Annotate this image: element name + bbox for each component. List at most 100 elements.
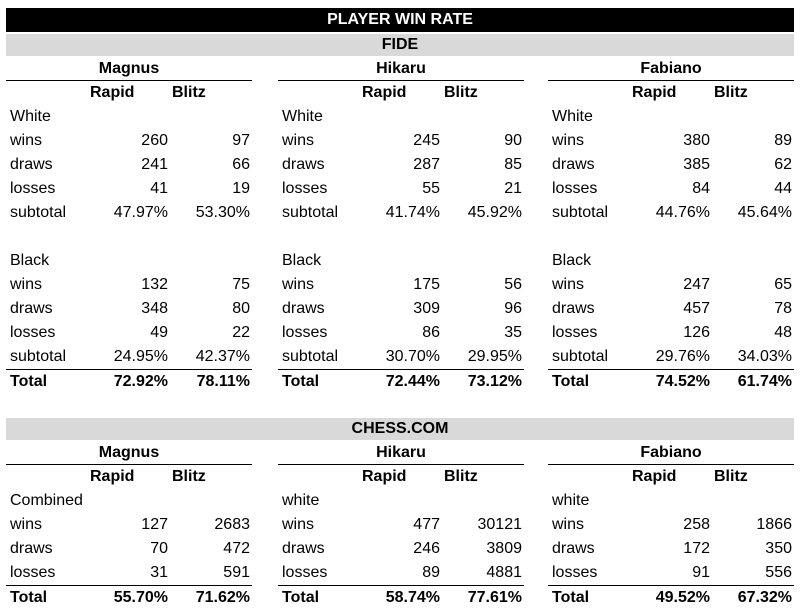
- fide-player-block: Magnus Rapid Blitz White wins 260 97 draws 241 66…: [6, 58, 252, 394]
- row-label: draws: [552, 300, 595, 317]
- rapid-value: 74.52%: [655, 373, 710, 390]
- stat-row: wins 127 2683: [6, 513, 252, 537]
- stat-row: losses 126 48: [548, 321, 794, 345]
- stat-row: losses 86 35: [278, 321, 524, 345]
- stat-row: losses 89 4881: [278, 561, 524, 585]
- rapid-value: 41.74%: [385, 204, 440, 221]
- blitz-value: 80: [232, 300, 250, 317]
- row-label: subtotal: [10, 204, 67, 221]
- rapid-value: 348: [141, 300, 168, 317]
- row-label: wins: [282, 276, 315, 293]
- row-label: losses: [282, 324, 328, 341]
- blitz-value: 48: [774, 324, 792, 341]
- white-group-label: White: [6, 105, 252, 129]
- rapid-column-header: Rapid: [632, 468, 677, 485]
- blitz-column-header: Blitz: [444, 84, 478, 101]
- stat-row: draws 241 66: [6, 153, 252, 177]
- row-label: losses: [282, 180, 328, 197]
- rapid-value: 58.74%: [385, 589, 440, 606]
- rapid-value: 172: [683, 540, 710, 557]
- row-label: draws: [552, 540, 595, 557]
- blitz-value: 45.92%: [467, 204, 522, 221]
- row-label: subtotal: [552, 348, 609, 365]
- stat-row: draws 457 78: [548, 297, 794, 321]
- stat-row: draws 385 62: [548, 153, 794, 177]
- stat-row: subtotal 44.76% 45.64%: [548, 201, 794, 225]
- row-label: subtotal: [282, 348, 339, 365]
- blitz-column-header: Blitz: [172, 468, 206, 485]
- blitz-value: 29.95%: [467, 348, 522, 365]
- blitz-value: 65: [774, 276, 792, 293]
- stat-row: subtotal 41.74% 45.92%: [278, 201, 524, 225]
- rapid-value: 132: [141, 276, 168, 293]
- row-label: Total: [10, 589, 48, 606]
- row-label: losses: [10, 324, 56, 341]
- row-label: wins: [552, 276, 585, 293]
- blitz-column-header: Blitz: [172, 84, 206, 101]
- rapid-value: 380: [683, 132, 710, 149]
- group-label-text: Combined: [10, 492, 83, 509]
- blitz-value: 556: [765, 564, 792, 581]
- stat-row: subtotal 24.95% 42.37%: [6, 345, 252, 369]
- row-label: draws: [10, 540, 53, 557]
- stat-row: losses 31 591: [6, 561, 252, 585]
- row-label: subtotal: [10, 348, 67, 365]
- rapid-column-header: Rapid: [362, 468, 407, 485]
- chesscom-player-block: Fabiano Rapid Blitz white wins 258 1866 draws 17…: [548, 442, 794, 610]
- stat-row: wins 380 89: [548, 129, 794, 153]
- row-label: wins: [10, 132, 43, 149]
- total-row: Total 74.52% 61.74%: [548, 369, 794, 394]
- blitz-value: 78: [774, 300, 792, 317]
- group-label: white: [548, 489, 794, 513]
- column-header-row: Rapid Blitz: [548, 465, 794, 489]
- rapid-value: 241: [141, 156, 168, 173]
- rapid-value: 86: [422, 324, 440, 341]
- column-header-row: Rapid Blitz: [6, 81, 252, 105]
- black-group-label: Black: [6, 249, 252, 273]
- rapid-column-header: Rapid: [362, 84, 407, 101]
- player-name: Fabiano: [548, 58, 794, 81]
- row-label: wins: [282, 516, 315, 533]
- blitz-value: 2683: [214, 516, 250, 533]
- row-label: Total: [282, 589, 320, 606]
- blitz-value: 67.32%: [737, 589, 792, 606]
- group-label-text: white: [282, 492, 320, 509]
- blitz-value: 472: [223, 540, 250, 557]
- blitz-value: 71.62%: [195, 589, 250, 606]
- row-label: draws: [282, 156, 325, 173]
- rapid-value: 49.52%: [655, 589, 710, 606]
- column-header-row: Rapid Blitz: [548, 81, 794, 105]
- blitz-value: 62: [774, 156, 792, 173]
- blitz-value: 44: [774, 180, 792, 197]
- column-header-row: Rapid Blitz: [278, 465, 524, 489]
- rapid-value: 245: [413, 132, 440, 149]
- row-label: wins: [10, 516, 43, 533]
- rapid-value: 258: [683, 516, 710, 533]
- rapid-value: 72.92%: [113, 373, 168, 390]
- rapid-value: 47.97%: [113, 204, 168, 221]
- stat-row: wins 247 65: [548, 273, 794, 297]
- fide-player-block: Fabiano Rapid Blitz White wins 380 89 draws 385 6…: [548, 58, 794, 394]
- blitz-value: 96: [504, 300, 522, 317]
- stat-row: draws 70 472: [6, 537, 252, 561]
- row-label: subtotal: [282, 204, 339, 221]
- blitz-value: 3809: [486, 540, 522, 557]
- blitz-value: 73.12%: [467, 373, 522, 390]
- rapid-value: 457: [683, 300, 710, 317]
- stat-row: subtotal 47.97% 53.30%: [6, 201, 252, 225]
- chesscom-player-block: Magnus Rapid Blitz Combined wins 127 2683 draws…: [6, 442, 252, 610]
- stat-row: wins 258 1866: [548, 513, 794, 537]
- stat-row: wins 477 30121: [278, 513, 524, 537]
- rapid-value: 70: [150, 540, 168, 557]
- blitz-value: 34.03%: [737, 348, 792, 365]
- white-group-label-text: White: [552, 108, 593, 125]
- blitz-value: 4881: [486, 564, 522, 581]
- rapid-value: 84: [692, 180, 710, 197]
- row-label: Total: [10, 373, 48, 390]
- row-label: draws: [10, 156, 53, 173]
- total-row: Total 58.74% 77.61%: [278, 585, 524, 610]
- row-label: losses: [282, 564, 328, 581]
- stat-row: wins 175 56: [278, 273, 524, 297]
- row-label: Total: [552, 373, 590, 390]
- blitz-value: 350: [765, 540, 792, 557]
